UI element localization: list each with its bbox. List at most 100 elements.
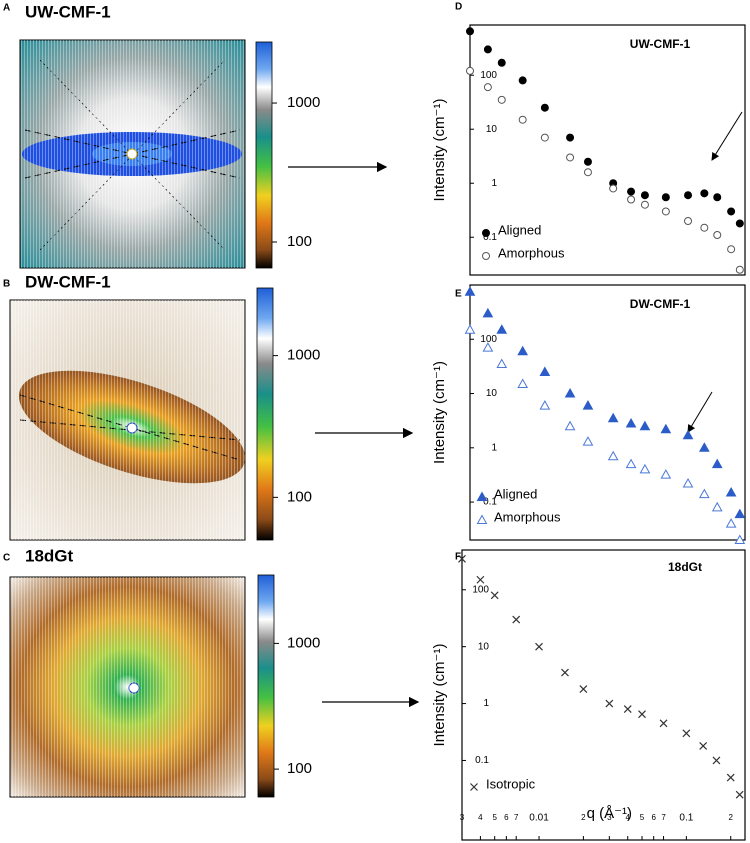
- y-tick-label: 0.1: [475, 755, 489, 766]
- legend-label: Isotropic: [486, 776, 536, 791]
- marker: [483, 83, 492, 92]
- colorbar-tick-label: 1000: [287, 347, 320, 364]
- marker: [682, 729, 691, 738]
- x-tick-label: 7: [514, 813, 519, 822]
- marker: [713, 231, 722, 240]
- y-tick-label: 0.1: [483, 497, 497, 508]
- marker: [684, 191, 693, 200]
- marker: [564, 388, 576, 398]
- panel-title: DW-CMF-1: [25, 272, 111, 291]
- colorbar-tick-label: 100: [287, 233, 312, 250]
- marker: [640, 200, 649, 209]
- marker: [725, 486, 737, 497]
- marker: [539, 400, 551, 410]
- marker: [661, 207, 670, 216]
- x-tick-label: 6: [504, 813, 509, 822]
- plot-frame: [461, 549, 746, 841]
- legend-label: Amorphous: [494, 509, 561, 524]
- legend-label: Aligned: [494, 486, 537, 501]
- marker: [583, 157, 592, 166]
- marker: [540, 103, 549, 112]
- x-tick-label: 5: [492, 813, 497, 822]
- marker: [470, 783, 478, 791]
- marker: [566, 153, 575, 162]
- marker: [625, 458, 637, 469]
- legend-label: Amorphous: [498, 245, 565, 260]
- x-tick-label: 0.01: [529, 813, 549, 824]
- marker: [700, 223, 709, 232]
- y-tick-label: 1: [491, 442, 497, 453]
- marker: [490, 591, 499, 600]
- marker: [482, 342, 494, 352]
- marker: [711, 501, 723, 512]
- colorbar-tick-label: 100: [287, 760, 312, 777]
- marker: [466, 66, 474, 75]
- x-tick-label: 6: [651, 813, 656, 822]
- marker: [464, 324, 476, 334]
- y-tick-label: 10: [478, 641, 490, 652]
- marker: [464, 286, 476, 296]
- marker: [659, 719, 668, 728]
- marker: [517, 378, 529, 388]
- panel: B DW-CMF-1 100 1000: [3, 272, 320, 541]
- marker: [579, 685, 588, 693]
- marker: [627, 195, 636, 204]
- marker: [512, 615, 521, 624]
- marker: [661, 193, 670, 202]
- pattern-c: [9, 576, 246, 798]
- marker: [535, 642, 543, 651]
- marker: [482, 307, 494, 318]
- annotation-arrow: [711, 111, 743, 161]
- marker: [561, 668, 569, 677]
- marker: [639, 463, 651, 474]
- plot-frame: [469, 284, 746, 541]
- y-tick-label: 100: [480, 70, 497, 81]
- marker: [684, 216, 693, 225]
- panel-title: 18dGt: [25, 546, 74, 565]
- marker: [497, 95, 506, 104]
- x-tick-label: 3: [460, 813, 465, 822]
- colorbar-tick-label: 1000: [287, 94, 320, 111]
- x-tick-label: 3: [607, 813, 612, 822]
- plot-frame: [469, 24, 746, 276]
- marker: [735, 219, 744, 228]
- marker: [607, 412, 619, 423]
- y-tick-label: 100: [480, 334, 497, 345]
- y-tick-label: 10: [486, 388, 498, 399]
- marker: [539, 366, 551, 376]
- y-axis-label: Intensity (cm⁻¹): [431, 644, 448, 747]
- marker: [727, 245, 736, 254]
- marker: [638, 710, 646, 719]
- marker: [623, 705, 632, 714]
- marker: [482, 229, 490, 237]
- y-tick-label: 10: [486, 124, 498, 135]
- marker: [518, 76, 527, 85]
- marker: [711, 458, 723, 469]
- marker: [483, 45, 492, 54]
- marker: [640, 191, 649, 200]
- marker: [735, 790, 744, 799]
- marker: [713, 193, 722, 202]
- plot-title: UW-CMF-1: [630, 37, 691, 51]
- marker: [476, 491, 488, 501]
- marker: [698, 488, 710, 499]
- panel: D UW-CMF-1 Intensity (cm⁻¹) 0.1 1 10 100 Aligne…: [431, 2, 746, 276]
- panel-letter: F: [455, 552, 461, 563]
- legend-label: Aligned: [498, 222, 541, 237]
- panel-letter: D: [455, 2, 462, 13]
- marker: [625, 418, 637, 428]
- marker: [725, 518, 737, 528]
- marker: [698, 442, 710, 452]
- panel-title: UW-CMF-1: [25, 2, 111, 21]
- pattern-b: [9, 299, 246, 541]
- marker: [700, 189, 709, 198]
- colorbar: [257, 574, 275, 798]
- panel-letter: A: [3, 3, 10, 14]
- marker: [582, 400, 594, 410]
- marker: [726, 773, 735, 782]
- marker: [517, 345, 529, 356]
- marker: [540, 133, 549, 142]
- x-tick-label: 0.1: [679, 813, 693, 824]
- marker: [564, 420, 576, 431]
